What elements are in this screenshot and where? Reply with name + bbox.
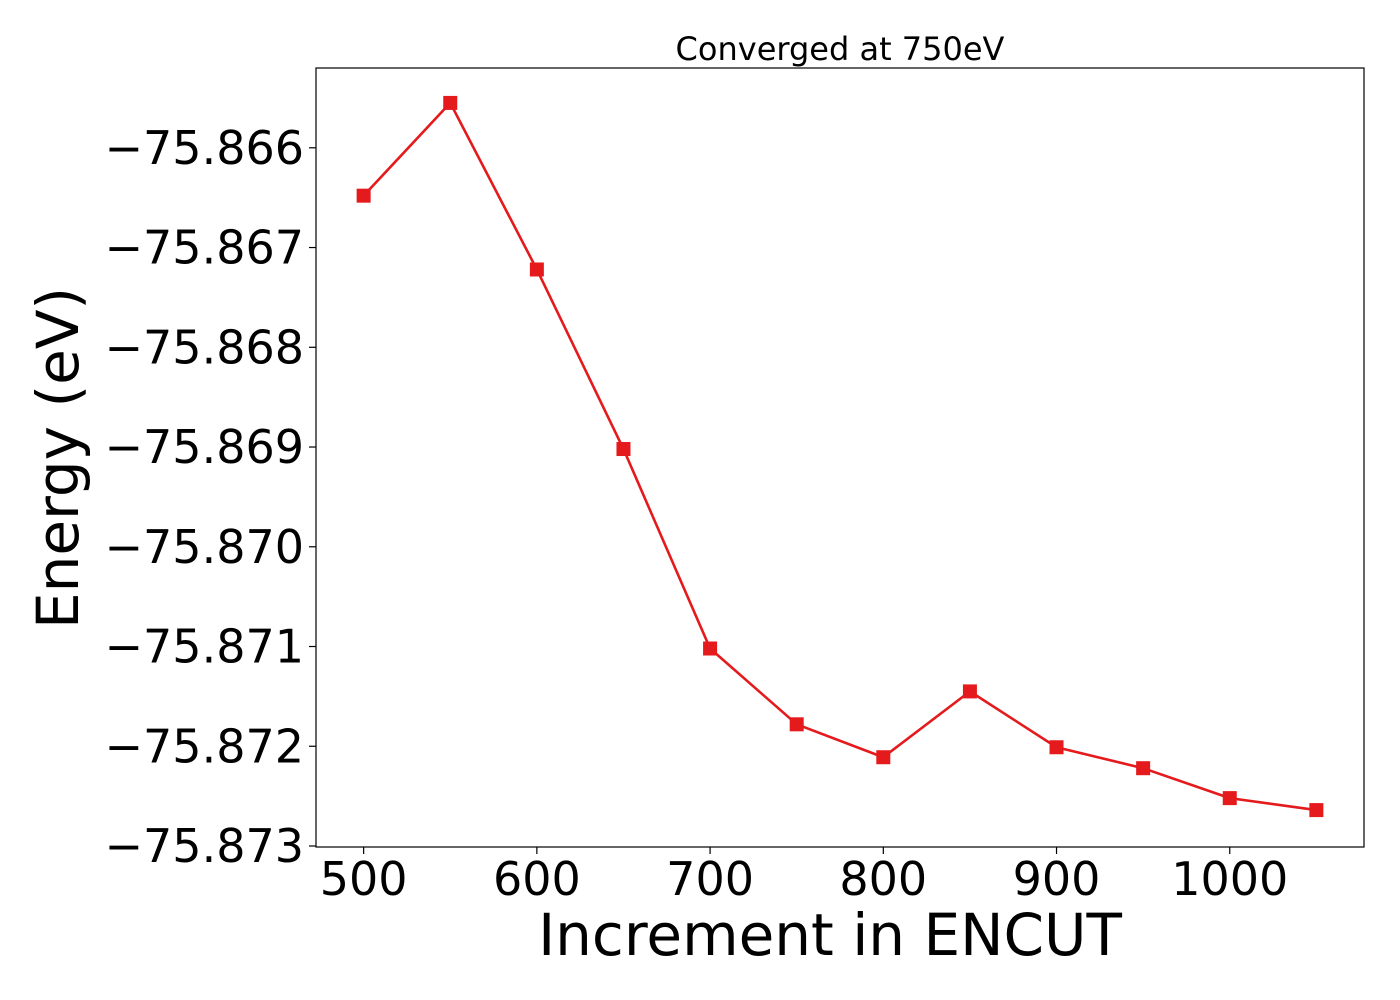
data-point-marker xyxy=(1136,761,1151,776)
y-tick-label: −75.872 xyxy=(105,719,305,773)
data-point-marker xyxy=(1309,803,1324,818)
data-point-marker xyxy=(876,750,891,765)
data-point-marker xyxy=(616,442,631,457)
x-tick-label: 600 xyxy=(493,852,581,906)
plot-frame xyxy=(315,67,1365,848)
y-tick-label: −75.870 xyxy=(105,520,305,574)
y-axis-label: Energy (eV) xyxy=(24,287,92,629)
x-tick-label: 800 xyxy=(839,852,927,906)
chart-title: Converged at 750eV xyxy=(676,30,1005,68)
y-axis-ticks: −75.866 −75.867 −75.868 −75.869 −75.870 −75.8… xyxy=(105,121,316,873)
data-point-marker xyxy=(529,262,544,277)
data-point-marker xyxy=(962,684,977,699)
y-tick-label: −75.868 xyxy=(105,320,305,374)
data-point-marker xyxy=(356,188,371,203)
series-layer xyxy=(356,95,1324,818)
x-tick-label: 1000 xyxy=(1171,852,1288,906)
x-tick-label: 900 xyxy=(1013,852,1101,906)
x-axis-label: Increment in ENCUT xyxy=(538,901,1122,969)
y-tick-label: −75.867 xyxy=(105,221,305,275)
series-line xyxy=(362,101,1317,812)
x-tick-label: 500 xyxy=(320,852,408,906)
data-point-marker xyxy=(1222,791,1237,806)
x-axis-ticks: 500 600 700 800 900 1000 xyxy=(320,847,1288,906)
y-tick-label: −75.869 xyxy=(105,420,305,474)
data-point-marker xyxy=(443,95,458,110)
x-tick-label: 700 xyxy=(666,852,754,906)
data-point-marker xyxy=(789,717,804,732)
data-point-marker xyxy=(703,641,718,656)
data-point-marker xyxy=(1049,740,1064,755)
y-tick-label: −75.873 xyxy=(105,819,305,873)
y-tick-label: −75.871 xyxy=(105,620,305,674)
y-tick-label: −75.866 xyxy=(105,121,305,175)
